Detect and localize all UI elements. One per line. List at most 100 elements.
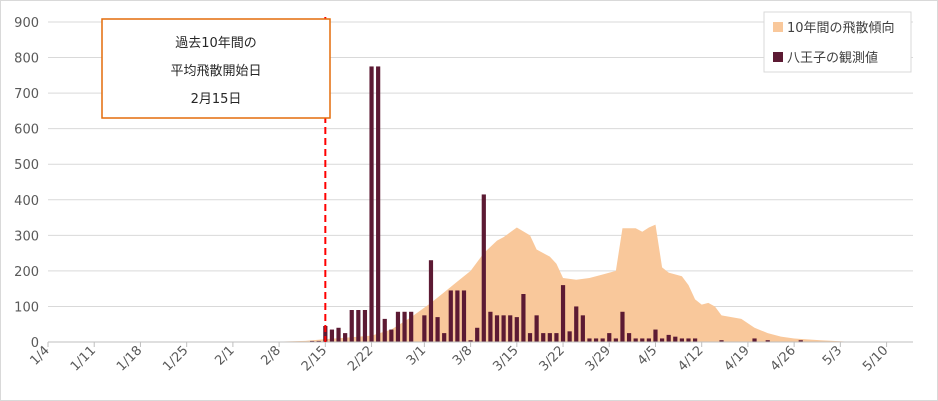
bar-observed-4-9 bbox=[679, 338, 684, 342]
bar-observed-2-23 bbox=[376, 66, 381, 342]
bar-observed-4-5 bbox=[653, 329, 658, 342]
bar-observed-2-20 bbox=[356, 310, 361, 342]
bar-observed-3-27 bbox=[593, 338, 599, 342]
bar-observed-3-9 bbox=[475, 327, 480, 342]
bar-observed-3-23 bbox=[567, 331, 572, 342]
bar-observed-3-26 bbox=[587, 338, 592, 342]
bar-observed-2-21 bbox=[362, 310, 368, 342]
x-tick-label: 4/19 bbox=[721, 343, 752, 374]
bar-observed-3-14 bbox=[508, 315, 513, 342]
annotation-box bbox=[101, 18, 331, 119]
bar-observed-4-2 bbox=[633, 338, 638, 342]
bar-observed-2-15 bbox=[323, 326, 328, 342]
annotation-text-line: 平均飛散開始日 bbox=[170, 64, 261, 79]
y-tick-label: 100 bbox=[14, 300, 39, 315]
bar-observed-2-17 bbox=[336, 327, 341, 342]
x-tick-label: 1/11 bbox=[68, 343, 99, 374]
x-tick-label: 1/25 bbox=[160, 343, 191, 374]
annotation-text-line: 過去10年間の bbox=[175, 36, 257, 51]
x-tick-label: 3/29 bbox=[583, 343, 614, 374]
bar-observed-3-2 bbox=[428, 260, 434, 342]
bar-observed-2-19 bbox=[349, 310, 354, 342]
x-tick-label: 2/15 bbox=[299, 343, 330, 374]
bar-observed-3-4 bbox=[442, 333, 447, 342]
bar-observed-2-27 bbox=[402, 311, 407, 342]
bar-observed-3-22 bbox=[560, 285, 566, 342]
legend-swatch-bar bbox=[773, 52, 783, 62]
bar-observed-3-8 bbox=[468, 340, 473, 342]
bar-observed-4-22 bbox=[765, 340, 770, 342]
annotation-text-line: 2月15日 bbox=[191, 92, 242, 107]
bar-observed-3-11 bbox=[488, 311, 493, 342]
bar-observed-2-25 bbox=[389, 329, 394, 342]
bar-observed-4-7 bbox=[666, 334, 671, 342]
bar-observed-3-12 bbox=[494, 315, 500, 342]
y-tick-label: 300 bbox=[14, 229, 39, 244]
bar-observed-3-24 bbox=[574, 306, 579, 342]
legend-label-bar: 八王子の観測値 bbox=[787, 50, 878, 66]
legend-box bbox=[763, 11, 912, 73]
bar-observed-3-20 bbox=[547, 333, 552, 342]
bar-observed-3-6 bbox=[455, 290, 460, 342]
bar-observed-2-24 bbox=[382, 318, 387, 342]
y-tick-label: 800 bbox=[14, 52, 39, 67]
bar-observed-3-30 bbox=[613, 338, 618, 342]
bar-observed-2-16 bbox=[329, 329, 335, 342]
bar-observed-2-18 bbox=[343, 333, 348, 342]
x-tick-label: 3/22 bbox=[537, 343, 568, 374]
bar-observed-4-27 bbox=[798, 340, 803, 342]
legend-swatch-area bbox=[773, 22, 783, 32]
bar-observed-3-18 bbox=[534, 315, 539, 342]
bar-observed-3-10 bbox=[481, 194, 486, 342]
bar-observed-3-29 bbox=[607, 333, 612, 342]
bar-observed-3-17 bbox=[527, 333, 533, 342]
x-tick-label: 1/18 bbox=[114, 343, 145, 374]
x-tick-label: 5/10 bbox=[860, 343, 891, 374]
y-tick-label: 600 bbox=[14, 123, 39, 138]
bar-observed-2-22 bbox=[369, 66, 374, 342]
y-tick-label: 200 bbox=[14, 265, 39, 280]
bar-observed-4-1 bbox=[626, 333, 632, 342]
bar-observed-4-8 bbox=[673, 336, 678, 342]
x-tick-label: 4/26 bbox=[768, 343, 799, 374]
bar-observed-2-28 bbox=[409, 311, 414, 342]
bar-observed-2-14 bbox=[316, 340, 321, 342]
x-tick-label: 2/22 bbox=[345, 343, 376, 374]
bar-observed-2-13 bbox=[310, 340, 315, 342]
bar-observed-3-19 bbox=[541, 333, 546, 342]
y-tick-label: 700 bbox=[14, 87, 39, 102]
area-layer bbox=[279, 224, 854, 342]
bar-observed-3-7 bbox=[461, 290, 467, 342]
x-tick-label: 5/3 bbox=[820, 343, 845, 368]
bar-observed-3-13 bbox=[501, 315, 506, 342]
bar-observed-3-21 bbox=[554, 333, 559, 342]
legend-label-area: 10年間の飛散傾向 bbox=[787, 20, 895, 36]
bar-layer bbox=[310, 66, 803, 342]
bar-observed-3-25 bbox=[580, 315, 585, 342]
x-tick-label: 3/1 bbox=[404, 343, 429, 368]
bar-observed-3-16 bbox=[521, 294, 526, 342]
y-tick-label: 400 bbox=[14, 194, 39, 209]
bar-observed-3-5 bbox=[448, 290, 453, 342]
bar-observed-2-26 bbox=[395, 311, 401, 342]
x-tick-label: 2/1 bbox=[212, 343, 237, 368]
bar-observed-4-20 bbox=[752, 338, 757, 342]
y-tick-label: 900 bbox=[14, 16, 39, 31]
x-tick-label: 4/12 bbox=[675, 343, 706, 374]
bar-observed-4-4 bbox=[646, 338, 651, 342]
bar-observed-3-15 bbox=[514, 317, 519, 342]
y-tick-label: 500 bbox=[14, 158, 39, 173]
bar-observed-4-3 bbox=[640, 338, 645, 342]
bar-observed-4-15 bbox=[719, 340, 724, 342]
bar-observed-4-11 bbox=[692, 338, 698, 342]
bar-observed-4-6 bbox=[659, 338, 665, 342]
x-tick-label: 4/5 bbox=[635, 343, 660, 368]
bar-observed-3-3 bbox=[435, 317, 440, 342]
x-tick-label: 2/8 bbox=[259, 343, 284, 368]
bar-observed-4-10 bbox=[686, 338, 691, 342]
bar-observed-3-1 bbox=[422, 315, 427, 342]
